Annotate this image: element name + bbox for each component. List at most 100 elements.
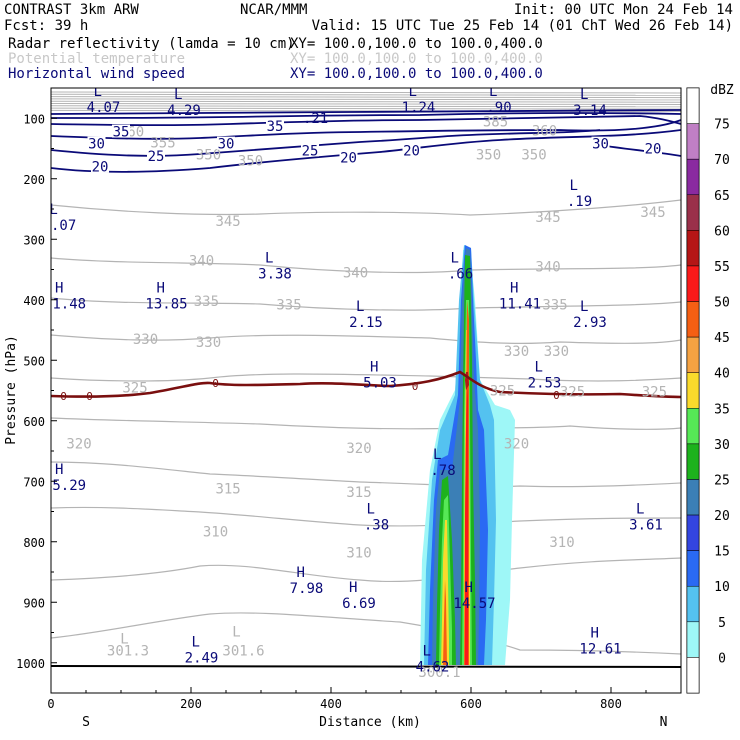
wind-extreme-marker: L bbox=[265, 250, 273, 266]
y-tick-label: 700 bbox=[23, 475, 45, 489]
colorbar-level-label: 75 bbox=[714, 118, 730, 133]
wind-contour-label: 20 bbox=[645, 142, 662, 158]
wind-45-line bbox=[51, 109, 681, 115]
wind-extreme-value: 14.57 bbox=[453, 596, 495, 612]
colorbar-swatch bbox=[686, 230, 700, 267]
colorbar-level-label: 10 bbox=[714, 580, 730, 595]
wind-extreme-value: 3.07 bbox=[43, 218, 77, 234]
wind-extreme-marker: L bbox=[423, 644, 431, 660]
y-tick-label: 100 bbox=[23, 112, 45, 126]
theta-contour-label: 330 bbox=[544, 344, 569, 360]
wind-extreme-marker: H bbox=[157, 281, 165, 297]
colorbar-level-label: 25 bbox=[714, 473, 730, 488]
wind-contour-label: 30 bbox=[218, 137, 235, 153]
wind-extreme-value: 12.61 bbox=[579, 642, 621, 658]
stratosphere-theta-line bbox=[51, 96, 681, 99]
header-model-label: CONTRAST 3km ARW bbox=[4, 2, 139, 18]
colorbar-level-label: 45 bbox=[714, 331, 730, 346]
theta-contour-label: 360 bbox=[532, 123, 557, 139]
wind-extreme-marker: L bbox=[580, 87, 588, 103]
theta-contour-label: 350 bbox=[196, 148, 221, 164]
wind-extreme-value: 4.29 bbox=[167, 103, 201, 119]
field-reflectivity-xy: XY= 100.0,100.0 to 100.0,400.0 bbox=[290, 36, 543, 52]
theta-contour-label: 340 bbox=[535, 259, 560, 275]
y-tick-label: 1000 bbox=[16, 657, 45, 671]
wind-extreme-marker: H bbox=[55, 281, 63, 297]
theta-contour-label: 335 bbox=[194, 294, 219, 310]
theta-310-line bbox=[51, 506, 681, 527]
theta-contour-label: 330 bbox=[504, 344, 529, 360]
colorbar-swatch bbox=[686, 372, 700, 409]
theta-contour-label: 300.1 bbox=[418, 665, 460, 681]
reflectivity-shading bbox=[420, 245, 515, 665]
stratosphere-theta-line bbox=[51, 98, 681, 101]
field-theta-label: Potential temperature bbox=[8, 51, 185, 67]
wind-30-line bbox=[51, 119, 681, 140]
stratosphere-theta-line bbox=[51, 107, 681, 110]
theta-345-line bbox=[51, 199, 681, 216]
wind-extreme-value: .78 bbox=[430, 463, 455, 479]
wind-extreme-value: .21 bbox=[303, 111, 328, 127]
wind-label-gap bbox=[402, 143, 421, 157]
theta-contour-label: 330 bbox=[196, 335, 221, 351]
wind-20-line-a bbox=[51, 129, 681, 173]
wind-extreme-marker: L bbox=[94, 84, 102, 100]
freezing-level-label: 0 bbox=[553, 389, 560, 402]
colorbar-level-label: 35 bbox=[714, 402, 730, 417]
wind-extreme-marker: H bbox=[297, 565, 305, 581]
theta-contour-label: 345 bbox=[215, 214, 240, 230]
wind-40-line bbox=[51, 112, 681, 119]
freezing-level-line bbox=[51, 370, 681, 399]
theta-325-line bbox=[51, 373, 681, 382]
field-theta-xy: XY= 100.0,100.0 to 100.0,400.0 bbox=[290, 51, 543, 67]
header-center-label: NCAR/MMM bbox=[240, 2, 307, 18]
theta-contour-label: 355 bbox=[150, 135, 175, 151]
y-tick-label: 500 bbox=[23, 354, 45, 368]
theta-contour-label: 385 bbox=[483, 114, 508, 130]
stratosphere-theta-line bbox=[51, 93, 681, 96]
theta-320-line bbox=[51, 417, 681, 430]
freezing-level-label: 0 bbox=[60, 390, 67, 403]
theta-305-line bbox=[51, 557, 681, 583]
wind-extreme-marker: H bbox=[465, 580, 473, 596]
theta-330-line bbox=[51, 334, 681, 345]
wind-label-gap bbox=[217, 136, 235, 150]
header-valid-label: Valid: 15 UTC Tue 25 Feb 14 (01 ChT Wed … bbox=[312, 18, 733, 34]
colorbar-level-label: 0 bbox=[718, 651, 726, 666]
colorbar-level-label: 50 bbox=[714, 296, 730, 311]
field-wind-label: Horizontal wind speed bbox=[8, 66, 185, 82]
wind-label-gap bbox=[91, 159, 109, 173]
colorbar-swatch bbox=[686, 479, 700, 516]
x-tick-label: 800 bbox=[600, 697, 622, 711]
wind-extreme-marker: L bbox=[535, 359, 543, 375]
colorbar-level-label: 30 bbox=[714, 438, 730, 453]
theta-contour-label: 325 bbox=[490, 384, 515, 400]
wind-extreme-value: .38 bbox=[364, 518, 389, 534]
wind-35-line bbox=[51, 115, 681, 127]
wind-extreme-value: 2.15 bbox=[349, 315, 383, 331]
wind-extreme-value: 3.38 bbox=[258, 266, 292, 282]
colorbar-swatch bbox=[686, 621, 700, 658]
wind-extreme-value: .66 bbox=[448, 266, 473, 282]
wind-extreme-marker: L bbox=[367, 502, 375, 518]
colorbar-unit-label: dBZ bbox=[710, 83, 734, 98]
colorbar-swatch bbox=[686, 585, 700, 623]
wind-label-gap bbox=[266, 119, 284, 133]
wind-extreme-value: 45.29 bbox=[44, 478, 86, 494]
wind-label-gap bbox=[591, 136, 610, 150]
wind-extreme-value: 3.61 bbox=[629, 518, 663, 534]
theta-315-line bbox=[51, 461, 681, 488]
wind-extreme-value: 11.41 bbox=[499, 297, 541, 313]
wind-extreme-marker: L bbox=[636, 502, 644, 518]
wind-extreme-marker: H bbox=[510, 281, 518, 297]
wind-extreme-value: 3.14 bbox=[573, 103, 607, 119]
wind-contour-label: 35 bbox=[113, 125, 130, 141]
colorbar-level-label: 20 bbox=[714, 509, 730, 524]
field-reflectivity-label: Radar reflectivity (lamda = 10 cm) bbox=[8, 36, 295, 52]
wind-extreme-value: 1.24 bbox=[402, 100, 436, 116]
wind-contour-label: 20 bbox=[340, 151, 357, 167]
theta-contour-label: 315 bbox=[346, 485, 371, 501]
wind-extreme-value: .19 bbox=[567, 194, 592, 210]
wind-extreme-marker: L bbox=[580, 299, 588, 315]
